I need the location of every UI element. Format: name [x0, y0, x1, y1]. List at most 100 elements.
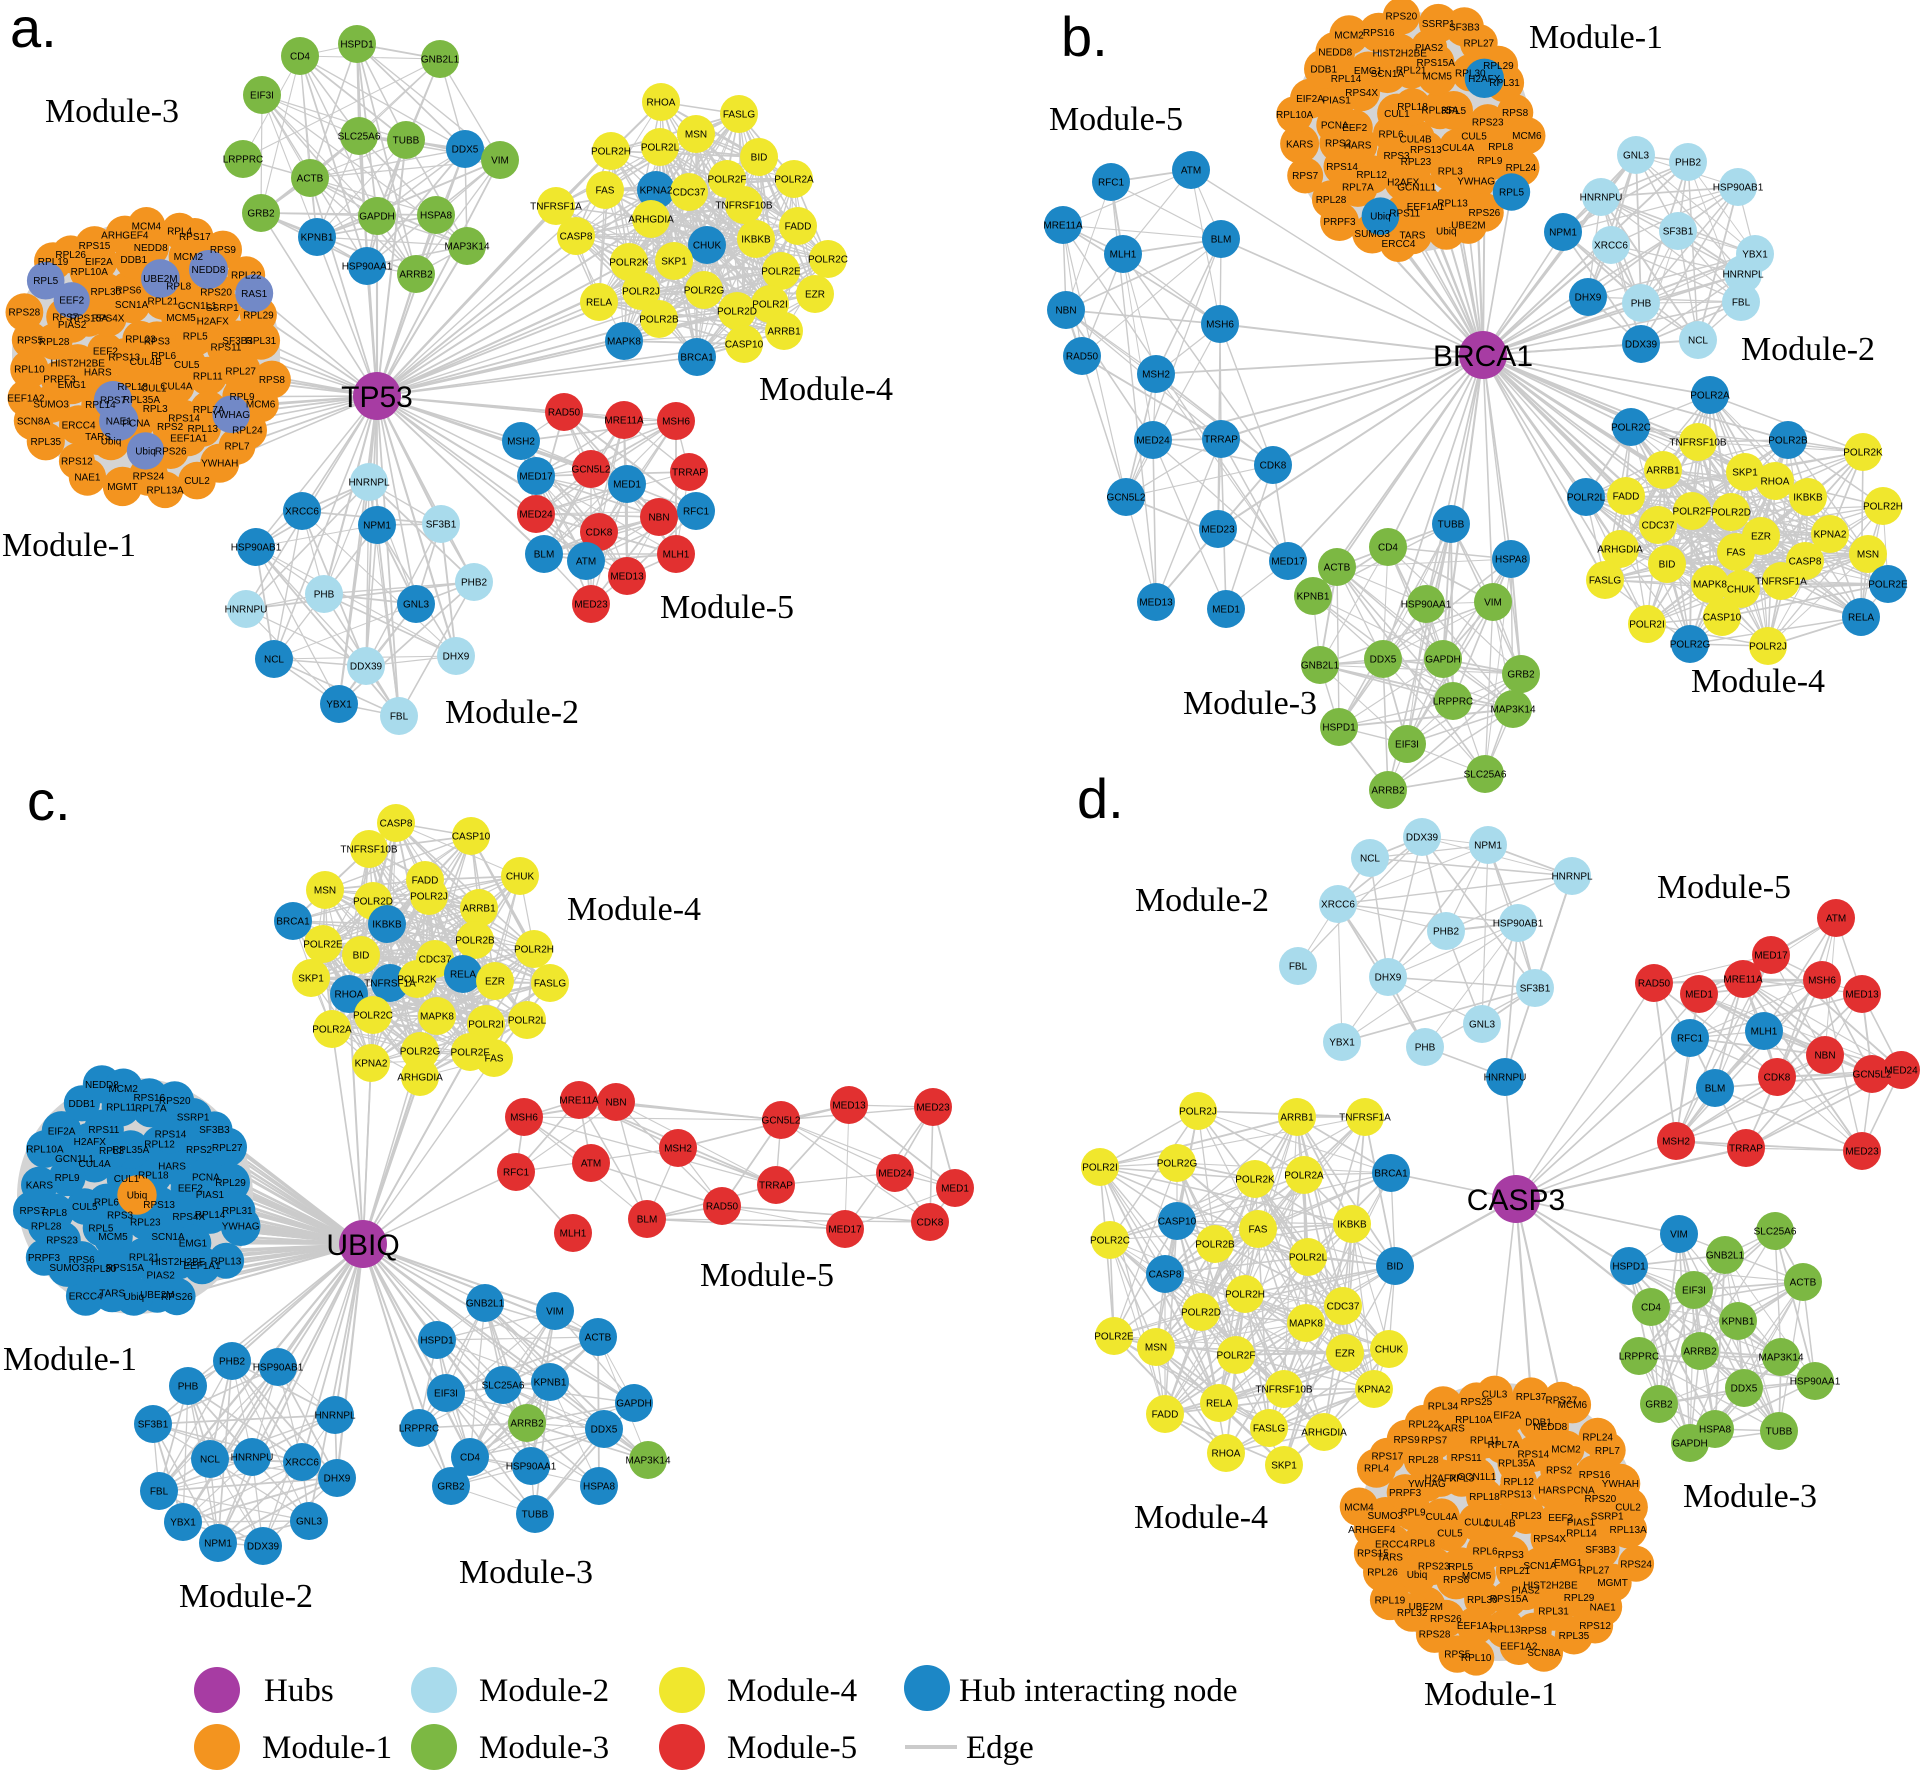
svg-text:MCM2: MCM2 [1334, 31, 1364, 42]
svg-text:SSRP1: SSRP1 [206, 303, 239, 314]
svg-text:EEF1A2: EEF1A2 [1500, 1641, 1538, 1652]
svg-text:MED17: MED17 [1271, 557, 1305, 568]
svg-text:CASP8: CASP8 [560, 232, 593, 243]
svg-text:Module-4: Module-4 [1691, 663, 1825, 700]
svg-text:MSH6: MSH6 [1808, 976, 1836, 987]
svg-text:MGMT: MGMT [1597, 1578, 1628, 1589]
svg-text:RPS12: RPS12 [61, 457, 93, 468]
svg-text:HIST2H2BE: HIST2H2BE [151, 1257, 206, 1268]
svg-text:YWHAG: YWHAG [1408, 1479, 1446, 1490]
svg-text:RPL11: RPL11 [193, 372, 223, 383]
svg-text:CUL5: CUL5 [1461, 132, 1487, 143]
svg-text:NEDD8: NEDD8 [134, 243, 168, 254]
svg-text:H2AFX: H2AFX [1468, 74, 1501, 85]
svg-text:Module-3: Module-3 [1683, 1478, 1817, 1515]
svg-text:RFC1: RFC1 [503, 1168, 530, 1179]
svg-text:IKBKB: IKBKB [741, 235, 771, 246]
svg-text:DDX5: DDX5 [452, 145, 479, 156]
svg-text:RPL6: RPL6 [94, 1198, 119, 1209]
svg-text:SF3B3: SF3B3 [199, 1125, 230, 1136]
svg-text:MED13: MED13 [1845, 990, 1879, 1001]
svg-text:CUL1: CUL1 [1464, 1518, 1490, 1529]
svg-text:TNFRSF1A: TNFRSF1A [1339, 1113, 1391, 1124]
svg-text:HSPA8: HSPA8 [1699, 1425, 1731, 1436]
svg-text:KARS: KARS [26, 1181, 54, 1192]
svg-text:RPL37: RPL37 [1516, 1392, 1547, 1403]
svg-text:MED13: MED13 [1139, 598, 1173, 609]
svg-text:RPL24: RPL24 [1506, 163, 1537, 174]
svg-text:MAPK8: MAPK8 [1289, 1319, 1323, 1330]
svg-text:SF3B3: SF3B3 [222, 336, 253, 347]
svg-text:CUL5: CUL5 [174, 360, 200, 371]
svg-text:SCN1A: SCN1A [1371, 69, 1405, 80]
svg-text:XRCC6: XRCC6 [285, 507, 319, 518]
svg-text:SF3B3: SF3B3 [1585, 1545, 1616, 1556]
svg-text:RPL19: RPL19 [1375, 1596, 1406, 1607]
svg-text:RPL3: RPL3 [1438, 166, 1463, 177]
svg-text:BID: BID [1659, 560, 1676, 571]
svg-text:POLR2J: POLR2J [410, 892, 448, 903]
svg-text:Module-2: Module-2 [1135, 882, 1269, 919]
svg-text:KARS: KARS [1286, 139, 1314, 150]
svg-text:CUL1: CUL1 [141, 383, 167, 394]
svg-text:GRB2: GRB2 [247, 209, 275, 220]
svg-text:MCM6: MCM6 [246, 400, 276, 411]
svg-text:MED24: MED24 [1884, 1066, 1918, 1077]
svg-text:FAS: FAS [485, 1054, 504, 1065]
svg-text:POLR2L: POLR2L [1567, 493, 1606, 504]
svg-text:RPL31: RPL31 [1538, 1606, 1569, 1617]
svg-text:FBL: FBL [1289, 962, 1308, 973]
svg-text:RPL10: RPL10 [1461, 1653, 1492, 1664]
svg-text:DHX9: DHX9 [324, 1474, 351, 1485]
svg-text:MED13: MED13 [610, 572, 644, 583]
svg-text:TNFRSF1A: TNFRSF1A [1755, 577, 1807, 588]
svg-text:SSRP1: SSRP1 [177, 1112, 210, 1123]
svg-text:RAD50: RAD50 [548, 408, 581, 419]
svg-text:CDK8: CDK8 [1260, 461, 1287, 472]
svg-text:BID: BID [353, 951, 370, 962]
svg-text:RPL27: RPL27 [1464, 39, 1495, 50]
svg-text:RPL13: RPL13 [1437, 199, 1468, 210]
svg-text:RPS13: RPS13 [143, 1200, 175, 1211]
svg-text:BLM: BLM [637, 1215, 658, 1226]
svg-text:MGMT: MGMT [107, 482, 138, 493]
svg-text:EEF2: EEF2 [1548, 1513, 1573, 1524]
svg-text:MSN: MSN [1145, 1343, 1167, 1354]
svg-text:CASP8: CASP8 [1149, 1270, 1182, 1281]
svg-text:FASLG: FASLG [1253, 1424, 1285, 1435]
svg-text:HNRNPU: HNRNPU [231, 1453, 274, 1464]
svg-text:CASP8: CASP8 [1789, 557, 1822, 568]
svg-text:IKBKB: IKBKB [372, 920, 402, 931]
svg-text:MAPK8: MAPK8 [607, 337, 641, 348]
svg-text:Module-4: Module-4 [759, 371, 893, 408]
svg-text:POLR2D: POLR2D [1181, 1308, 1221, 1319]
svg-text:RPL5: RPL5 [33, 276, 58, 287]
svg-text:TRRAP: TRRAP [1204, 435, 1238, 446]
svg-text:TNFRSF1A: TNFRSF1A [364, 979, 416, 990]
svg-text:ATM: ATM [576, 557, 596, 568]
svg-text:HSPA8: HSPA8 [583, 1482, 615, 1493]
svg-text:Module-5: Module-5 [727, 1730, 857, 1766]
svg-text:POLR2A: POLR2A [1284, 1171, 1324, 1182]
svg-text:HARS: HARS [84, 368, 112, 379]
svg-text:POLR2K: POLR2K [1235, 1175, 1275, 1186]
svg-text:Module-2: Module-2 [1741, 331, 1875, 368]
svg-text:RPL21: RPL21 [1500, 1566, 1531, 1577]
svg-text:POLR2F: POLR2F [1673, 507, 1712, 518]
svg-text:RPL8: RPL8 [1410, 1538, 1435, 1549]
svg-text:NEDD8: NEDD8 [1533, 1422, 1567, 1433]
svg-text:TUBB: TUBB [393, 136, 420, 147]
svg-text:POLR2H: POLR2H [591, 147, 631, 158]
svg-text:RFC1: RFC1 [1098, 178, 1125, 189]
svg-text:DDX5: DDX5 [1731, 1384, 1758, 1395]
svg-text:EEF1A1: EEF1A1 [1457, 1621, 1495, 1632]
svg-text:Edge: Edge [966, 1730, 1034, 1766]
svg-text:RPL34: RPL34 [1428, 1402, 1459, 1413]
svg-text:CASP10: CASP10 [1703, 613, 1742, 624]
svg-text:NBN: NBN [1055, 306, 1076, 317]
svg-text:CUL3: CUL3 [1482, 1389, 1508, 1400]
svg-text:Module-5: Module-5 [700, 1257, 834, 1294]
svg-text:CASP3: CASP3 [1467, 1184, 1565, 1217]
svg-text:NCL: NCL [1688, 336, 1708, 347]
svg-text:MED23: MED23 [1845, 1147, 1879, 1158]
